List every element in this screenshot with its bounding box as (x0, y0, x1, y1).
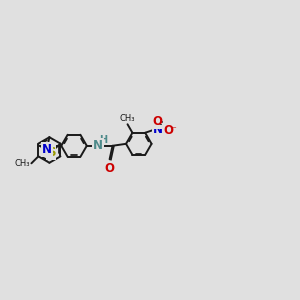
Text: N: N (42, 143, 52, 156)
Text: O: O (105, 162, 115, 175)
Text: CH₃: CH₃ (15, 159, 30, 168)
Text: S: S (47, 146, 55, 159)
Text: H: H (99, 135, 107, 145)
Text: O: O (153, 116, 163, 128)
Text: CH₃: CH₃ (120, 113, 135, 122)
Text: ⁻: ⁻ (170, 125, 176, 135)
Text: +: + (158, 120, 165, 129)
Text: O: O (163, 124, 173, 137)
Text: N: N (93, 139, 103, 152)
Text: N: N (153, 123, 163, 136)
